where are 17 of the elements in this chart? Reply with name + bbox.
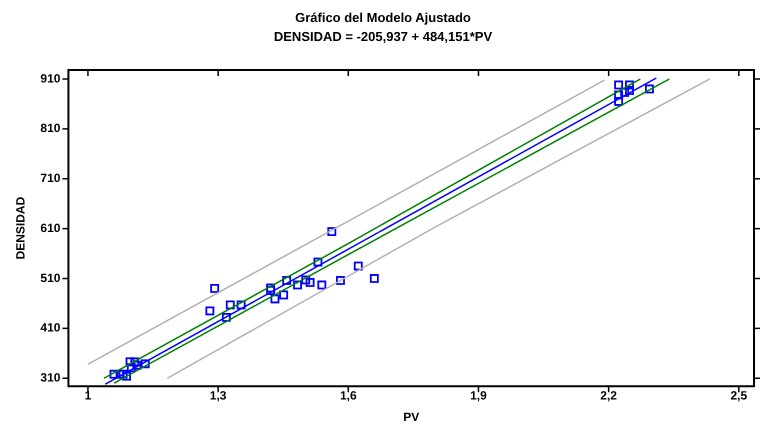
x-tick-label: 1,6 [340, 388, 357, 403]
x-tick-label: 2,5 [730, 388, 748, 403]
y-axis-title: DENSIDAD [14, 196, 28, 260]
x-tick-label: 2,2 [600, 388, 618, 403]
x-tick-label: 1,9 [470, 388, 488, 403]
chart-title: Gráfico del Modelo Ajustado [294, 10, 472, 25]
y-tick-label: 510 [40, 270, 61, 285]
y-tick-label: 710 [40, 171, 61, 186]
y-tick-label: 610 [40, 220, 61, 235]
x-tick-label: 1,3 [210, 388, 227, 403]
y-tick-label: 810 [40, 121, 61, 136]
x-axis-title: PV [403, 410, 420, 424]
y-tick-label: 910 [40, 71, 61, 86]
x-tick-label: 1 [84, 388, 92, 403]
y-tick-label: 310 [40, 370, 61, 385]
chart-subtitle: DENSIDAD = -205,937 + 484,151*PV [272, 29, 494, 44]
y-tick-label: 410 [40, 320, 61, 335]
